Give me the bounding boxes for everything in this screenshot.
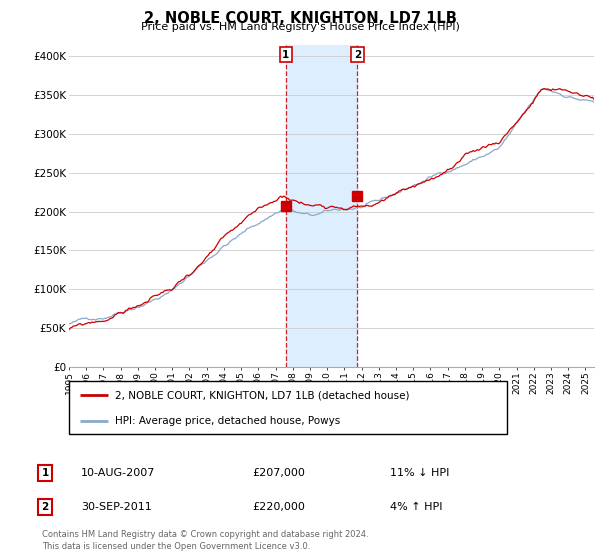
Text: £207,000: £207,000 — [252, 468, 305, 478]
Text: 10-AUG-2007: 10-AUG-2007 — [81, 468, 155, 478]
Text: 2, NOBLE COURT, KNIGHTON, LD7 1LB: 2, NOBLE COURT, KNIGHTON, LD7 1LB — [143, 11, 457, 26]
Text: Contains HM Land Registry data © Crown copyright and database right 2024.: Contains HM Land Registry data © Crown c… — [42, 530, 368, 539]
Text: 1: 1 — [282, 50, 290, 59]
FancyBboxPatch shape — [69, 381, 507, 434]
Text: 2: 2 — [353, 50, 361, 59]
Text: 4% ↑ HPI: 4% ↑ HPI — [390, 502, 443, 512]
Text: 2, NOBLE COURT, KNIGHTON, LD7 1LB (detached house): 2, NOBLE COURT, KNIGHTON, LD7 1LB (detac… — [115, 390, 409, 400]
Text: Price paid vs. HM Land Registry's House Price Index (HPI): Price paid vs. HM Land Registry's House … — [140, 22, 460, 32]
Text: 30-SEP-2011: 30-SEP-2011 — [81, 502, 152, 512]
Text: 2: 2 — [41, 502, 49, 512]
Text: 11% ↓ HPI: 11% ↓ HPI — [390, 468, 449, 478]
Text: 1: 1 — [41, 468, 49, 478]
Text: HPI: Average price, detached house, Powys: HPI: Average price, detached house, Powy… — [115, 416, 340, 426]
Text: £220,000: £220,000 — [252, 502, 305, 512]
Bar — [286, 45, 358, 367]
Text: This data is licensed under the Open Government Licence v3.0.: This data is licensed under the Open Gov… — [42, 542, 310, 551]
